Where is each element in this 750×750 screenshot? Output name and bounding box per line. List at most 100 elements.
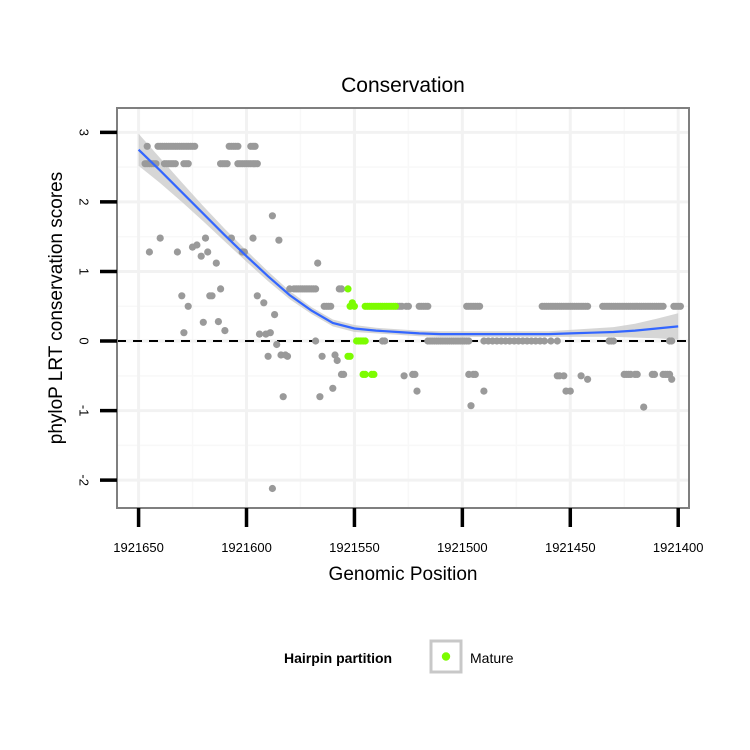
data-point xyxy=(413,387,421,395)
data-point xyxy=(312,337,320,345)
data-point xyxy=(199,318,207,326)
data-point xyxy=(547,337,555,345)
data-point xyxy=(577,372,585,380)
data-point xyxy=(640,403,648,411)
x-tick-label: 1921550 xyxy=(329,540,380,555)
mature-point xyxy=(391,302,399,310)
x-axis-title: Genomic Position xyxy=(329,564,478,585)
data-point xyxy=(668,375,676,383)
mature-point xyxy=(361,370,369,378)
data-point xyxy=(268,212,276,220)
scatter-points xyxy=(141,142,685,493)
data-point xyxy=(400,372,408,380)
data-point xyxy=(212,259,220,267)
x-tick-label: 1921450 xyxy=(545,540,596,555)
legend-label-mature: Mature xyxy=(470,650,514,666)
data-point xyxy=(253,160,261,168)
x-tick-label: 1921600 xyxy=(221,540,272,555)
data-point xyxy=(204,248,212,256)
data-point xyxy=(318,352,326,360)
data-point xyxy=(633,370,641,378)
data-point xyxy=(668,337,676,345)
data-point xyxy=(540,337,549,345)
legend: Hairpin partition Mature xyxy=(284,639,514,674)
mature-point xyxy=(344,285,352,293)
mature-point xyxy=(346,352,354,360)
data-point xyxy=(566,387,574,395)
data-point xyxy=(253,292,261,300)
y-tick-label: -2 xyxy=(77,474,92,486)
data-point xyxy=(173,248,181,256)
data-point xyxy=(424,302,432,310)
data-point xyxy=(659,302,667,310)
data-point xyxy=(465,337,473,345)
data-point xyxy=(180,329,188,337)
plot-panel xyxy=(116,107,690,509)
data-point xyxy=(201,234,210,242)
y-tick-label: 0 xyxy=(77,337,92,344)
data-point xyxy=(214,318,222,326)
x-tick-label: 1921650 xyxy=(113,540,164,555)
data-point xyxy=(184,160,192,168)
data-point xyxy=(283,352,292,360)
y-tick-label: 3 xyxy=(77,129,92,136)
data-point xyxy=(329,384,337,392)
data-point xyxy=(156,234,164,242)
data-point xyxy=(143,142,151,150)
data-point xyxy=(255,330,264,338)
data-point xyxy=(609,337,618,345)
data-point xyxy=(333,356,341,365)
mature-point xyxy=(370,370,378,378)
data-point xyxy=(223,160,231,168)
data-point xyxy=(234,142,242,150)
y-axis: -2 -1 0 1 2 3 xyxy=(77,129,117,486)
data-point xyxy=(650,370,659,378)
data-point xyxy=(145,248,153,256)
data-point xyxy=(467,402,475,410)
data-point xyxy=(312,285,320,293)
data-point xyxy=(584,302,592,310)
legend-mature-marker xyxy=(441,652,451,661)
x-tick-label: 1921500 xyxy=(437,540,488,555)
data-point xyxy=(275,236,283,244)
smooth-trend-line xyxy=(137,148,679,336)
data-point xyxy=(260,299,268,307)
data-point xyxy=(331,351,339,359)
data-point xyxy=(480,387,488,395)
data-point xyxy=(249,234,257,242)
y-tick-label: 2 xyxy=(77,198,92,205)
y-tick-label: -1 xyxy=(77,405,92,417)
data-point xyxy=(197,252,205,260)
data-point xyxy=(171,160,179,168)
data-point xyxy=(178,292,186,300)
mature-point xyxy=(350,302,358,310)
data-point xyxy=(193,241,201,249)
panel-border xyxy=(116,107,690,509)
data-point xyxy=(217,285,225,293)
data-point xyxy=(191,142,199,150)
data-point xyxy=(553,337,561,345)
y-axis-title: phyloP LRT conservation scores xyxy=(46,172,67,445)
data-point xyxy=(584,375,592,383)
x-tick-label: 1921400 xyxy=(653,540,704,555)
data-point xyxy=(266,329,274,337)
data-point xyxy=(268,484,276,493)
legend-title: Hairpin partition xyxy=(284,650,392,666)
data-point xyxy=(340,370,348,378)
data-point xyxy=(314,259,322,267)
data-point xyxy=(208,292,216,300)
data-point xyxy=(471,370,479,378)
data-point xyxy=(476,302,484,310)
data-point xyxy=(676,302,685,310)
y-tick-label: 1 xyxy=(77,268,92,275)
data-point xyxy=(221,327,229,335)
mature-point xyxy=(361,337,369,345)
data-point xyxy=(404,302,412,310)
data-point xyxy=(316,393,324,401)
data-point xyxy=(251,142,259,150)
data-point xyxy=(327,302,335,310)
data-point xyxy=(279,393,287,401)
data-point xyxy=(271,311,279,319)
data-point xyxy=(264,352,272,360)
